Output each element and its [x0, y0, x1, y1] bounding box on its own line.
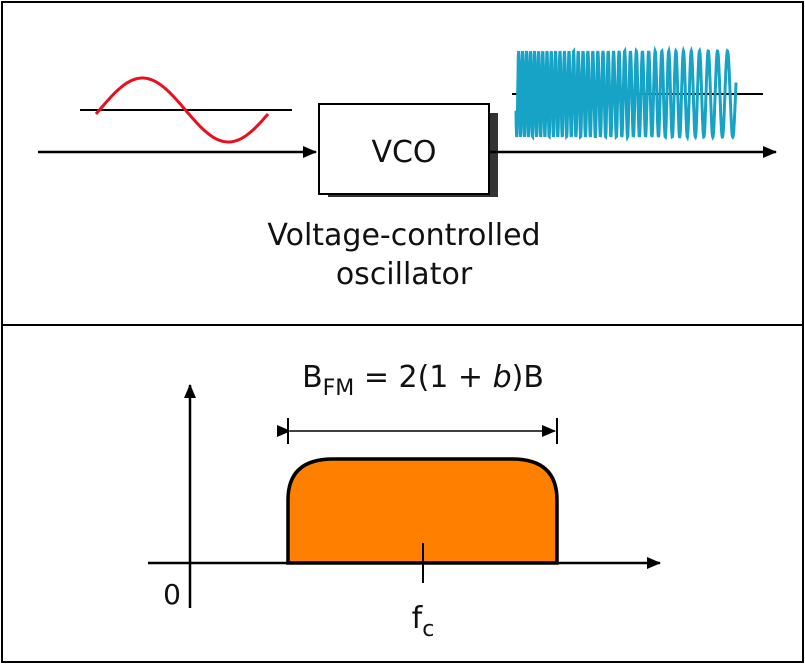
carrier-frequency-label: fc [412, 601, 435, 642]
vco-caption-line1: Voltage-controlled [267, 218, 540, 253]
vco-panel: VCO Voltage-controlled oscillator [38, 45, 777, 292]
spectrum-panel: BFM = 2(1 + b)B 0 fc [148, 360, 661, 642]
vco-caption-line2: oscillator [336, 257, 473, 292]
bandwidth-subscript: FM [323, 376, 355, 401]
vco-box [318, 103, 490, 195]
carrier-subscript: c [422, 617, 434, 642]
origin-label: 0 [163, 578, 181, 611]
message-signal-wave [94, 76, 270, 144]
bandwidth-symbol: B [302, 360, 323, 395]
bandwidth-formula: BFM = 2(1 + b)B [302, 360, 544, 401]
formula-prefix: = 2(1 + [354, 360, 492, 395]
formula-suffix: )B [512, 360, 544, 395]
fm-signal-wave [514, 45, 738, 143]
carrier-symbol: f [412, 601, 424, 636]
vco-box-label: VCO [371, 135, 436, 170]
fm-spectrum-band [286, 457, 559, 565]
formula-variable: b [493, 360, 512, 395]
